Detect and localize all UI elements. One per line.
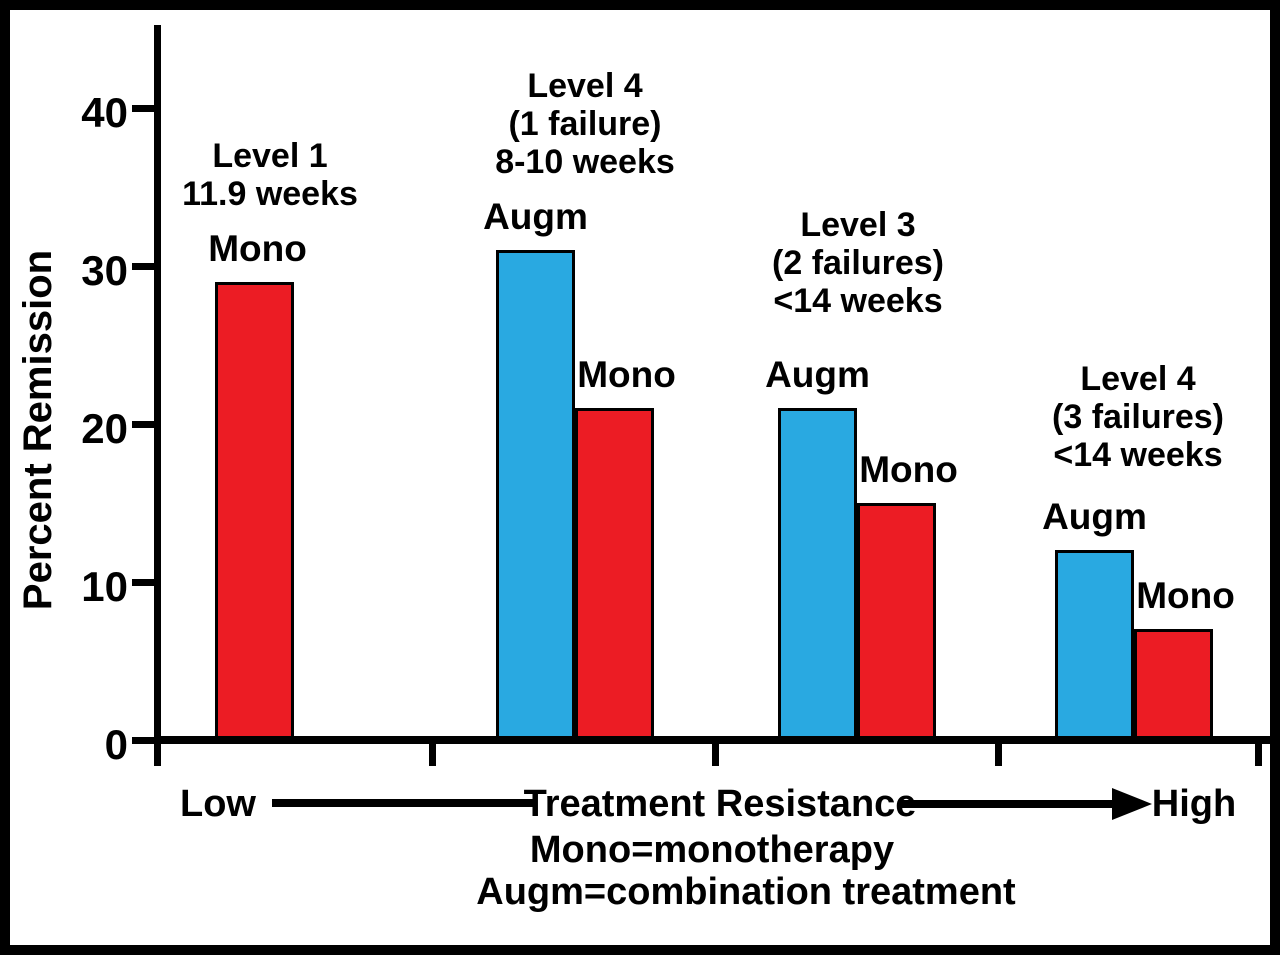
resistance-line-right (898, 800, 1116, 808)
bar-label-augm-group3: Augm (765, 354, 870, 396)
bar-mono-group3 (857, 503, 936, 742)
y-tick-label-40: 40 (81, 89, 128, 136)
arrow-right-icon (1112, 788, 1152, 820)
group-header-line: <14 weeks (773, 282, 943, 320)
group-header-line: Level 1 (212, 137, 328, 175)
y-axis-line (154, 25, 161, 766)
group-header-line: 11.9 weeks (182, 175, 358, 213)
group-header-1: Level 1 11.9 weeks (182, 137, 358, 213)
legend-mono-note: Mono=monotherapy (529, 829, 895, 871)
group-header-line: <14 weeks (1053, 436, 1223, 474)
y-tick-label-0: 0 (104, 721, 128, 768)
group-header-3: Level 3 (2 failures) <14 weeks (772, 206, 944, 320)
group-header-2: Level 4 (1 failure) 8-10 weeks (495, 67, 675, 181)
group-header-line: (1 failure) (508, 105, 662, 143)
x-axis-center-label: Treatment Resistance (523, 783, 917, 825)
group-header-line: Level 4 (527, 67, 643, 105)
group-header-4: Level 4 (3 failures) <14 weeks (1052, 360, 1224, 474)
bar-label-mono-group1: Mono (208, 227, 307, 269)
legend-augm-note: Augm=combination treatment (476, 871, 1016, 913)
group-header-line: Level 4 (1080, 360, 1196, 398)
x-tick-2 (711, 743, 719, 766)
group-header-line: (2 failures) (772, 244, 944, 282)
x-tick-3 (994, 743, 1002, 766)
bar-label-mono-group4: Mono (1136, 575, 1235, 617)
x-tick-4 (1254, 743, 1262, 766)
bar-label-mono-group3: Mono (859, 449, 958, 490)
bar-label-augm-group4: Augm (1042, 496, 1147, 538)
y-tick-30 (132, 262, 155, 270)
x-axis-line (154, 736, 1270, 744)
y-tick-10 (132, 578, 155, 586)
y-tick-0 (132, 736, 155, 744)
bar-augm-group4 (1055, 550, 1134, 742)
bar-augm-group3 (778, 408, 857, 742)
bar-label-augm-group2: Augm (483, 196, 588, 238)
bar-label-mono-group2: Mono (577, 354, 676, 396)
y-tick-40 (132, 104, 155, 112)
resistance-line-left (272, 799, 536, 807)
x-axis-low-label: Low (180, 783, 256, 825)
bar-augm-group2 (496, 250, 575, 742)
y-tick-20 (132, 420, 155, 428)
group-header-line: (3 failures) (1052, 398, 1224, 436)
group-header-line: Level 3 (800, 206, 916, 244)
group-header-line: 8-10 weeks (495, 143, 675, 181)
x-tick-1 (428, 743, 436, 766)
x-axis-high-label: High (1151, 783, 1237, 825)
bar-mono-group2 (575, 408, 654, 742)
bar-mono-group4 (1134, 629, 1213, 742)
y-tick-label-30: 30 (81, 247, 128, 294)
y-tick-label-10: 10 (81, 563, 128, 610)
y-tick-label-20: 20 (81, 405, 128, 452)
bar-mono-group1 (215, 281, 294, 742)
